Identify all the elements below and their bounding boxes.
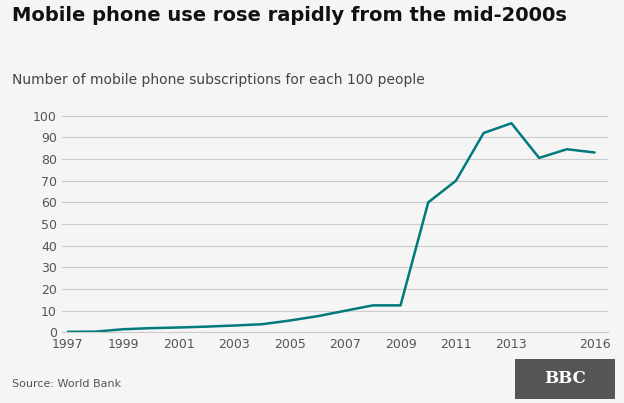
Text: Number of mobile phone subscriptions for each 100 people: Number of mobile phone subscriptions for… bbox=[12, 73, 425, 87]
Text: BBC: BBC bbox=[544, 370, 585, 387]
Text: Mobile phone use rose rapidly from the mid-2000s: Mobile phone use rose rapidly from the m… bbox=[12, 6, 567, 25]
Text: Source: World Bank: Source: World Bank bbox=[12, 379, 122, 389]
